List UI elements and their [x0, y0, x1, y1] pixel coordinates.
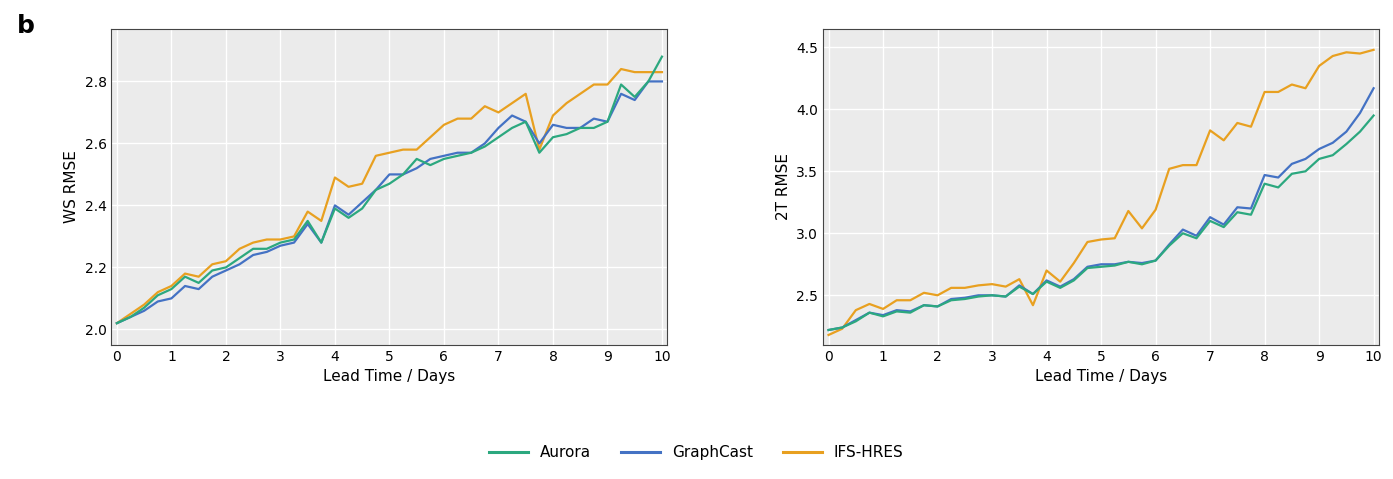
Legend: Aurora, GraphCast, IFS-HRES: Aurora, GraphCast, IFS-HRES [483, 439, 910, 467]
X-axis label: Lead Time / Days: Lead Time / Days [323, 369, 456, 384]
Y-axis label: 2T RMSE: 2T RMSE [776, 153, 791, 220]
Text: b: b [17, 14, 35, 38]
X-axis label: Lead Time / Days: Lead Time / Days [1035, 369, 1167, 384]
Y-axis label: WS RMSE: WS RMSE [64, 150, 79, 223]
